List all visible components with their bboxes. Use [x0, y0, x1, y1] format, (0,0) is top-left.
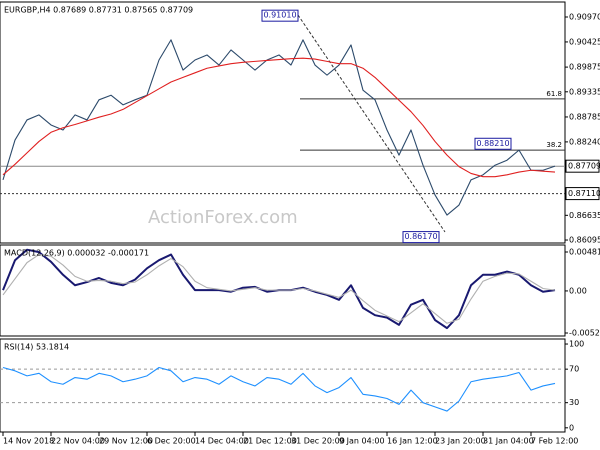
- price-label: 0.87709: [568, 162, 600, 171]
- y-tick-label: 30: [569, 398, 579, 407]
- y-tick-label: 100: [569, 340, 584, 349]
- rsi-frame: [0, 338, 566, 433]
- x-tick-label: 21 Dec 12:00: [243, 437, 297, 446]
- x-tick-label: 14 Dec 04:00: [195, 437, 249, 446]
- x-tick-label: 29 Nov 12:00: [99, 437, 153, 446]
- x-tick-label: 6 Dec 20:00: [147, 437, 196, 446]
- annotation-label: 0.91010: [263, 11, 296, 20]
- y-tick-label: -0.005204: [569, 329, 600, 338]
- series-line: [2, 366, 556, 412]
- x-tick-label: 23 Jan 20:00: [435, 437, 486, 446]
- panel-title: EURGBP,H4 0.87689 0.87731 0.87565 0.8770…: [4, 6, 193, 15]
- annotation-label: 0.88210: [476, 139, 509, 148]
- y-tick-label: 0.00: [569, 286, 587, 295]
- y-tick-label: 0.004815: [569, 248, 600, 257]
- annotation-box: [402, 231, 440, 244]
- annotation-label: 0.86170: [404, 232, 437, 241]
- series-line: [2, 254, 556, 324]
- fib-label: 38.2: [546, 141, 562, 149]
- y-tick-label: 0: [569, 423, 574, 432]
- panel-title: MACD(12,26,9) 0.000032 -0.000171: [4, 249, 149, 258]
- price-box: [565, 187, 600, 201]
- annotation-box: [261, 9, 299, 22]
- trend-line: [297, 14, 446, 233]
- x-tick-label: 22 Nov 04:00: [51, 437, 105, 446]
- x-tick-label: 31 Dec 20:00: [291, 437, 345, 446]
- series-line: [2, 39, 556, 216]
- panel-title: RSI(14) 53.1814: [4, 343, 69, 352]
- y-tick-label: 0.89335: [569, 87, 600, 96]
- x-tick-label: 31 Jan 04:00: [483, 437, 534, 446]
- y-tick-label: 0.86095: [569, 236, 600, 245]
- series-line: [2, 57, 556, 178]
- y-tick-label: 70: [569, 365, 579, 374]
- fib-label: 61.8: [546, 90, 562, 98]
- x-tick-label: 7 Feb 12:00: [531, 437, 578, 446]
- x-tick-label: 16 Jan 12:00: [387, 437, 438, 446]
- x-tick-label: 9 Jan 04:00: [339, 437, 385, 446]
- price-box: [565, 159, 600, 173]
- watermark: ActionForex.com: [148, 207, 298, 228]
- y-tick-label: 0.89875: [569, 63, 600, 72]
- y-tick-label: 0.90425: [569, 37, 600, 46]
- x-tick-label: 14 Nov 2018: [3, 437, 54, 446]
- y-tick-label: 0.88785: [569, 112, 600, 121]
- annotation-box: [474, 137, 512, 150]
- series-line: [2, 248, 556, 330]
- y-tick-label: 0.90970: [569, 13, 600, 22]
- y-tick-label: 0.88240: [569, 137, 600, 146]
- y-tick-label: 0.86635: [569, 211, 600, 220]
- price-label: 0.87110: [568, 189, 600, 198]
- main-frame: [0, 1, 566, 244]
